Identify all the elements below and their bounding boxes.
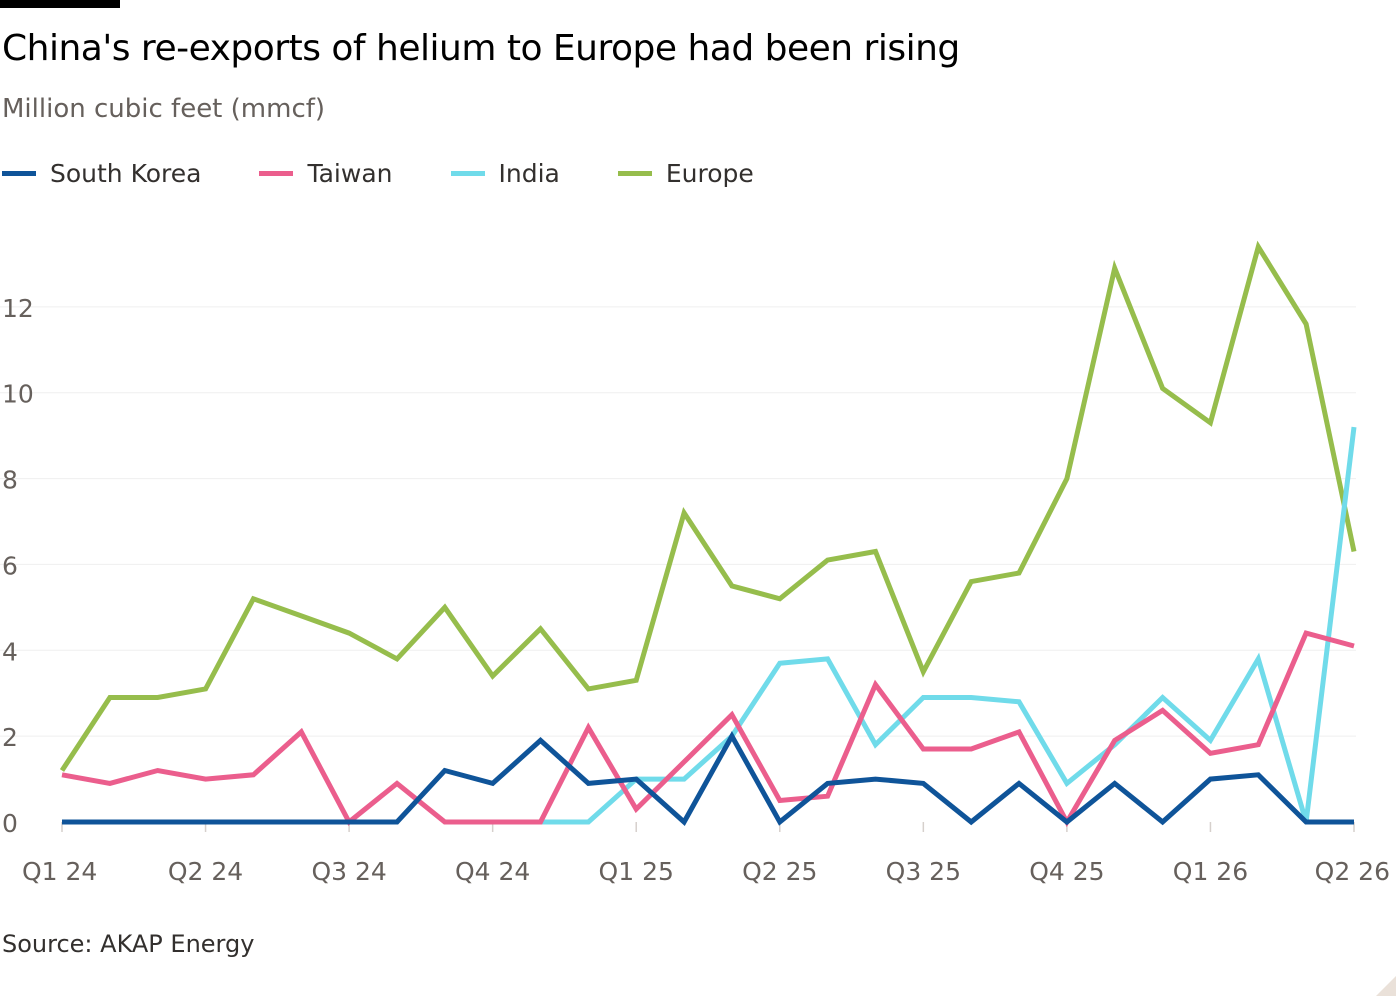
x-tick-label: Q2 24 [168,857,243,886]
x-tick-label: Q2 26 [1315,857,1390,886]
x-tick-label: Q1 26 [1173,857,1248,886]
legend-item-europe: Europe [617,158,754,188]
legend-swatch-south-korea [2,170,36,176]
legend: South Korea Taiwan India Europe [2,156,812,190]
legend-item-taiwan: Taiwan [259,158,393,188]
legend-label-europe: Europe [665,158,754,188]
x-tick-label: Q1 25 [599,857,674,886]
y-tick-label: 2 [2,723,18,752]
y-tick-label: 4 [2,637,18,666]
legend-label-taiwan: Taiwan [307,158,393,188]
corner-mark [1376,976,1396,996]
series-line-taiwan [61,630,1355,828]
series-line-europe [59,240,1357,772]
y-tick-label: 6 [2,551,18,580]
x-tick-label: Q4 25 [1029,857,1104,886]
legend-swatch-india [450,170,485,176]
y-tick-label: 8 [2,466,18,495]
y-tick-label: 0 [2,809,18,838]
x-tick-label: Q2 25 [742,857,817,886]
y-tick-label: 12 [2,294,34,323]
source-note: Source: AKAP Energy [2,930,255,958]
brand-bar [0,0,120,8]
legend-label-south-korea: South Korea [50,158,202,188]
x-tick-label: Q1 24 [22,857,97,886]
legend-swatch-europe [617,170,652,176]
x-tick-label: Q3 25 [886,857,961,886]
legend-label-india: India [498,158,560,188]
chart-title: China's re-exports of helium to Europe h… [2,28,960,69]
legend-item-south-korea: South Korea [2,159,201,188]
series-line-india [444,426,1357,825]
series-line-south-korea [62,730,1354,826]
legend-swatch-taiwan [259,170,294,176]
legend-item-india: India [450,158,560,188]
x-tick-label: Q3 24 [311,857,386,886]
chart-subtitle: Million cubic feet (mmcf) [2,94,326,124]
y-tick-label: 10 [2,380,34,409]
x-tick-label: Q4 24 [455,857,530,886]
